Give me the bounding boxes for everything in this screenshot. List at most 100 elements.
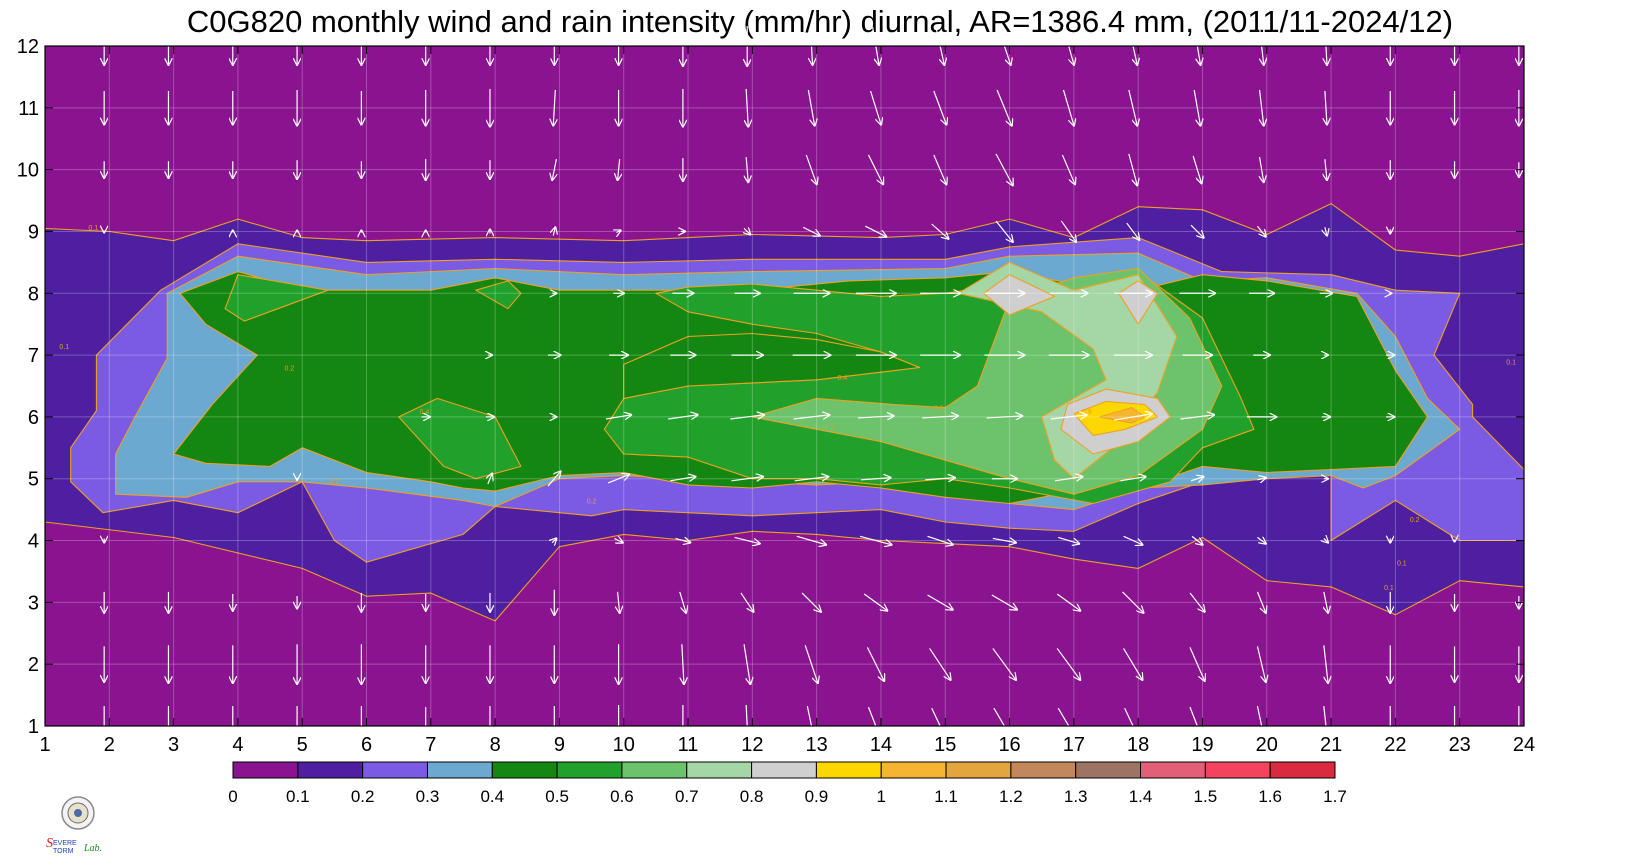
colorbar-label: 1.3	[1064, 787, 1088, 806]
rain-band-8	[475, 280, 522, 310]
contour-label: 0.4	[420, 409, 430, 416]
wind-arrow	[863, 593, 887, 611]
wind-arrow	[675, 538, 691, 542]
wind-arrow	[1325, 227, 1327, 235]
wind-arrow	[865, 225, 886, 237]
wind-arrow	[1122, 591, 1144, 613]
wind-arrow	[730, 415, 764, 419]
wind-arrow	[996, 89, 1012, 126]
y-tick-label: 9	[28, 221, 39, 243]
x-tick-label: 5	[297, 734, 308, 756]
wind-arrow	[553, 227, 555, 236]
wind-arrow	[1056, 648, 1080, 680]
wind-arrow	[746, 156, 748, 182]
wind-arrow	[670, 477, 695, 481]
x-tick-label: 10	[613, 734, 635, 756]
wind-arrow	[861, 478, 890, 480]
wind-arrow	[682, 644, 684, 684]
wind-arrow	[1120, 477, 1145, 481]
contour-label: 0.2	[330, 479, 340, 486]
colorbar-label: 0.8	[740, 787, 764, 806]
colorbar-swatch	[491, 761, 558, 779]
wind-arrow	[933, 154, 947, 184]
x-tick-label: 23	[1449, 734, 1471, 756]
x-tick-label: 11	[678, 734, 699, 756]
contour-label: 0.1	[1506, 359, 1516, 366]
x-tick-label: 21	[1320, 734, 1342, 756]
contour-label: 0.1	[88, 225, 98, 232]
y-tick-label: 4	[28, 531, 39, 553]
wind-arrow	[1256, 591, 1265, 613]
grid-lines	[45, 46, 1524, 726]
wind-arrow	[995, 220, 1013, 242]
wind-arrow	[1189, 647, 1205, 681]
colorbar-label: 1.4	[1129, 787, 1153, 806]
contour-label: 0.1	[59, 344, 69, 351]
wind-arrow	[1189, 592, 1205, 612]
colorbar-swatch	[686, 761, 753, 779]
svg-text:S: S	[46, 836, 53, 851]
colorbar-swatch	[621, 761, 688, 779]
plot-frame	[44, 45, 1525, 727]
wind-arrow	[805, 154, 817, 184]
wind-arrow	[1056, 593, 1080, 611]
wind-arrow	[992, 648, 1016, 680]
severe-storm-lab-logo: S EVERE TORM Lab.	[40, 795, 120, 859]
wind-arrow	[927, 535, 953, 544]
colorbar-label: 0	[228, 787, 237, 806]
wind-arrow	[547, 471, 561, 487]
wind-arrow	[991, 594, 1017, 610]
wind-arrow	[1257, 537, 1265, 543]
rain-band-7	[224, 274, 329, 322]
colorbar-label: 1.6	[1258, 787, 1282, 806]
wind-arrow	[731, 477, 763, 481]
colorbar-label: 0.7	[675, 787, 699, 806]
wind-arrow	[1190, 224, 1204, 238]
wind-arrow	[995, 153, 1013, 186]
wind-arrow	[1258, 89, 1264, 126]
wind-arrow	[807, 89, 814, 126]
colorbar-swatch	[751, 761, 817, 779]
wind-arrow	[616, 230, 620, 232]
x-tick-label: 17	[1063, 734, 1085, 756]
wind-arrow	[922, 416, 958, 418]
wind-arrow	[1325, 159, 1327, 180]
x-tick-label: 3	[168, 734, 179, 756]
x-tick-label: 13	[806, 734, 828, 756]
x-tick-label: 24	[1513, 734, 1535, 756]
wind-arrow	[1058, 536, 1079, 543]
y-tick-label: 5	[28, 469, 39, 491]
x-tick-label: 9	[554, 734, 565, 756]
colorbar-label: 0.3	[416, 787, 440, 806]
y-tick-label: 12	[17, 36, 39, 58]
wind-arrow	[1260, 156, 1264, 182]
wind-arrow	[746, 88, 748, 127]
x-tick-label: 22	[1384, 734, 1406, 756]
y-tick-label: 2	[28, 654, 39, 676]
x-tick-label: 14	[870, 734, 892, 756]
svg-text:TORM: TORM	[53, 848, 74, 855]
contour-label: 0.5	[825, 424, 835, 431]
contour-label: 0.2	[284, 366, 294, 373]
colorbar-label: 0.5	[545, 787, 569, 806]
colorbar-swatch	[1140, 761, 1206, 779]
wind-arrow	[1060, 220, 1076, 242]
wind-arrow	[488, 473, 492, 485]
wind-arrow	[607, 475, 629, 484]
x-tick-label: 7	[425, 734, 436, 756]
colorbar-swatch	[1269, 761, 1336, 779]
wind-arrow	[552, 538, 556, 542]
colorbar-swatch	[880, 761, 947, 779]
wind-arrow	[929, 648, 951, 680]
y-tick-label: 6	[28, 407, 39, 429]
contour-label: 0.2	[587, 498, 597, 505]
wind-arrow	[553, 89, 555, 126]
wind-arrow	[679, 591, 686, 613]
wind-arrow	[794, 477, 829, 481]
colorbar-label: 1.2	[999, 787, 1023, 806]
wind-arrow	[1190, 477, 1204, 481]
contour-label: 0.2	[1410, 517, 1420, 524]
wind-arrow	[1062, 89, 1074, 126]
